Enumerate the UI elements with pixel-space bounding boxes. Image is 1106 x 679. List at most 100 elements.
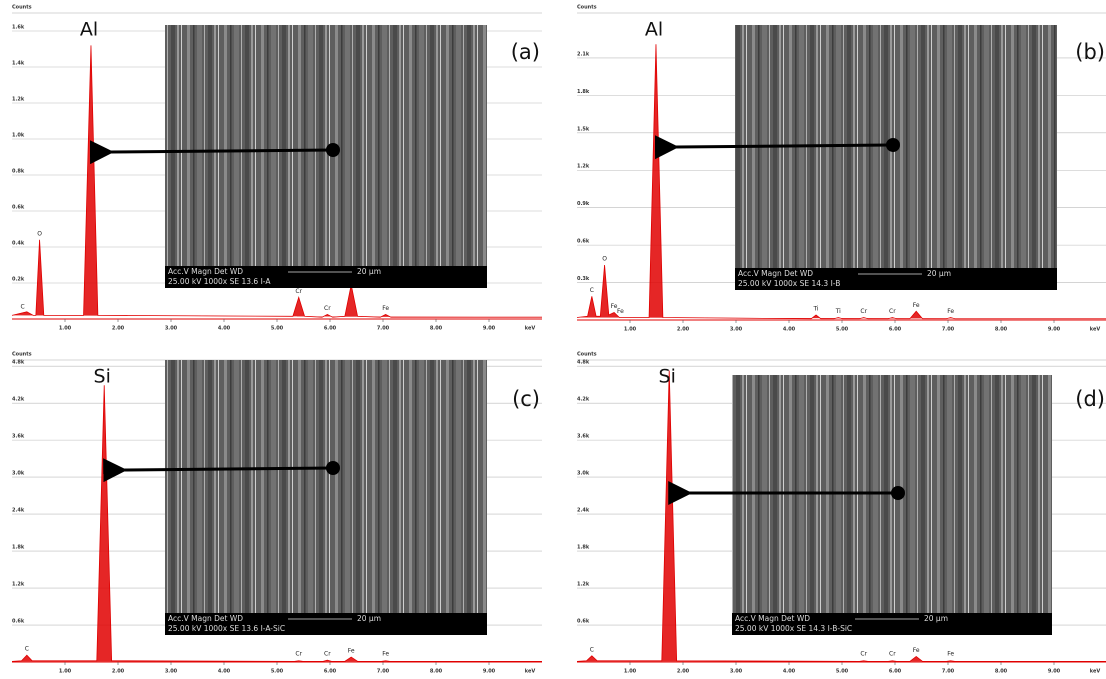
y-tick-label: 4.8k: [12, 360, 25, 366]
element-label: Cr: [324, 651, 331, 658]
element-label: Cr: [295, 651, 302, 658]
spot: [326, 461, 340, 475]
y-tick-label: 3.6k: [577, 434, 590, 440]
y-tick-label: 2.4k: [577, 508, 590, 514]
element-label: Ti: [835, 308, 841, 315]
info-bar: [735, 268, 1057, 290]
y-tick-label: 2.4k: [12, 508, 25, 514]
info-line: 25.00 kV 1000x SE 13.6 I-A: [168, 277, 271, 286]
panel: Counts 0.6k 1.2k 1.8k 2.4k 3.0k 3.6k 4.2k 4.8k 1.…: [576, 352, 1106, 675]
element-label: Cr: [324, 305, 331, 312]
info-header: Acc.V Magn Det WD: [168, 614, 243, 623]
element-label: Cr: [860, 308, 867, 315]
arrow: [654, 135, 894, 160]
x-tick-label: 5.00: [836, 327, 849, 333]
element-label: Cr: [295, 288, 302, 295]
arrow: [103, 458, 334, 483]
y-tick-label: 1.8k: [577, 545, 590, 551]
panel: Counts 0.3k 0.6k 0.9k 1.2k 1.5k 1.8k 2.1k 1.00 2.…: [576, 5, 1106, 333]
panel-label: (d): [1075, 387, 1105, 411]
x-tick-label: 7.00: [942, 669, 955, 675]
y-axis-label: Counts: [577, 352, 597, 358]
sem-image: [735, 25, 1057, 290]
y-tick-label: 0.3k: [577, 276, 590, 282]
element-label: Fe: [611, 303, 618, 310]
y-tick-label: 0.6k: [12, 205, 25, 211]
spot: [326, 143, 340, 157]
element-label: Cr: [889, 308, 896, 315]
x-tick-label: 1.00: [59, 669, 72, 675]
spot: [891, 486, 905, 500]
x-tick-label: 4.00: [783, 669, 796, 675]
sem-image: [165, 360, 487, 635]
info-line: 25.00 kV 1000x SE 13.6 I-A-SiC: [168, 624, 285, 633]
info-line: 25.00 kV 1000x SE 14.3 I-B-SiC: [735, 624, 852, 633]
element-label: O: [37, 230, 42, 237]
x-tick-label: 2.00: [677, 669, 690, 675]
scale-label: 20 µm: [924, 614, 948, 623]
element-label: C: [590, 287, 594, 294]
y-axis-label: Counts: [12, 352, 32, 358]
y-tick-label: 1.2k: [12, 97, 25, 103]
element-label: C: [25, 646, 29, 653]
x-tick-label: 8.00: [995, 327, 1008, 333]
element-label: Fe: [348, 648, 355, 655]
x-axis-label: keV: [1090, 327, 1101, 333]
panel-label: (a): [511, 40, 540, 64]
x-tick-label: 5.00: [836, 669, 849, 675]
info-bar: [165, 266, 487, 288]
panel: Counts 0.2k 0.4k 0.6k 0.8k 1.0k 1.2k 1.4k 1.6k 1.…: [11, 5, 542, 332]
x-tick-label: 6.00: [889, 669, 902, 675]
x-tick-label: 9.00: [1048, 669, 1061, 675]
y-tick-label: 1.0k: [12, 133, 25, 139]
y-tick-label: 1.8k: [12, 545, 25, 551]
scale-label: 20 µm: [927, 269, 951, 278]
x-tick-label: 9.00: [483, 669, 496, 675]
y-tick-label: 0.6k: [577, 239, 590, 245]
element-label: Fe: [947, 651, 954, 658]
peak-label: Al: [645, 19, 663, 41]
arrow: [89, 140, 334, 165]
info-bar: [732, 613, 1052, 635]
y-tick-label: 4.2k: [577, 397, 590, 403]
panel-label: (c): [512, 387, 540, 411]
info-header: Acc.V Magn Det WD: [735, 614, 810, 623]
x-tick-label: 1.00: [624, 669, 637, 675]
element-label: Fe: [947, 308, 954, 315]
x-tick-label: 5.00: [271, 326, 284, 332]
element-label: Cr: [860, 651, 867, 658]
peak-label: Al: [80, 19, 98, 41]
info-header: Acc.V Magn Det WD: [168, 267, 243, 276]
y-tick-label: 3.0k: [12, 471, 25, 477]
y-tick-label: 0.8k: [12, 169, 25, 175]
element-label: Fe: [913, 302, 920, 309]
sem-image: [165, 25, 487, 288]
panel: Counts 0.6k 1.2k 1.8k 2.4k 3.0k 3.6k 4.2k 4.8k 1.…: [11, 352, 542, 675]
y-tick-label: 3.0k: [577, 471, 590, 477]
scale-label: 20 µm: [357, 267, 381, 276]
info-line: 25.00 kV 1000x SE 14.3 I-B: [738, 279, 840, 288]
y-tick-label: 0.6k: [12, 619, 25, 625]
x-tick-label: 7.00: [942, 327, 955, 333]
x-tick-label: 8.00: [430, 669, 443, 675]
element-label: Fe: [382, 651, 389, 658]
spectrum: [576, 44, 1106, 320]
x-axis-label: keV: [525, 669, 536, 675]
x-tick-label: 2.00: [112, 669, 125, 675]
x-tick-label: 3.00: [165, 326, 178, 332]
y-tick-label: 3.6k: [12, 434, 25, 440]
element-label: C: [590, 646, 594, 653]
y-tick-label: 1.2k: [12, 582, 25, 588]
x-tick-label: 6.00: [324, 326, 337, 332]
y-tick-label: 0.2k: [12, 277, 25, 283]
panel-label: (b): [1075, 40, 1105, 64]
x-tick-label: 7.00: [377, 326, 390, 332]
spectrum: [576, 370, 1106, 662]
y-axis-label: Counts: [12, 5, 32, 11]
x-axis-label: keV: [525, 326, 536, 332]
x-axis-label: keV: [1090, 669, 1101, 675]
x-tick-label: 1.00: [624, 327, 637, 333]
element-label: C: [20, 303, 24, 310]
y-tick-label: 4.2k: [12, 397, 25, 403]
